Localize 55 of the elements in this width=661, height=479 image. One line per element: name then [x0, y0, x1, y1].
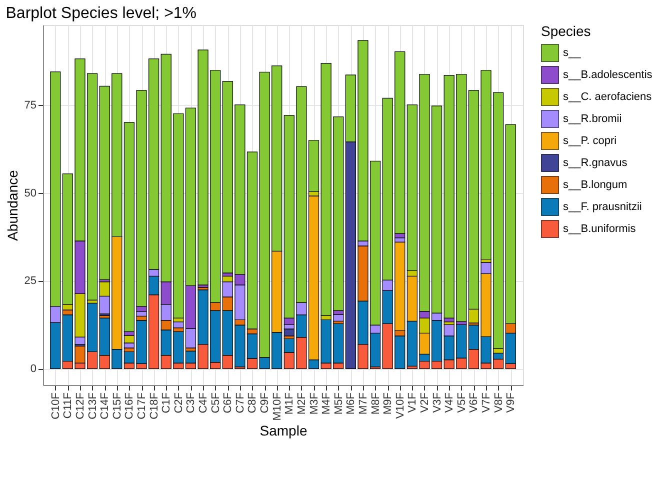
x-tick-label: C6F — [222, 392, 234, 414]
x-tick-label: C7F — [234, 392, 246, 414]
x-tick-label: M9F — [382, 392, 394, 414]
legend-label: s__ — [563, 47, 582, 59]
x-axis-title: Sample — [260, 422, 308, 439]
x-tick-label: C16F — [124, 392, 136, 420]
x-tick-label: M2F — [296, 392, 308, 414]
y-tick-label: 50 — [24, 187, 36, 200]
x-tick-label: C14F — [99, 392, 112, 420]
x-tick-label: V1F — [406, 392, 419, 413]
x-tick-label: C9F — [259, 392, 272, 414]
x-tick-label: C13F — [86, 392, 99, 420]
x-tick-label: C5F — [210, 392, 222, 414]
x-tick-label: V3F — [431, 392, 444, 413]
x-tick-label: V5F — [456, 392, 468, 413]
x-tick-label: C2F — [172, 392, 185, 414]
x-tick-label: M10F — [271, 392, 284, 421]
x-tick-label: V9F — [505, 392, 518, 413]
x-tick-label: M1F — [284, 392, 296, 414]
legend-title: Species — [541, 23, 591, 39]
x-tick-label: V10F — [394, 392, 406, 419]
x-tick-label: V8F — [492, 392, 505, 413]
x-tick-label: C10F — [50, 392, 62, 420]
legend-label: s__P. copri — [563, 135, 617, 147]
x-tick-label: V7F — [480, 392, 493, 413]
x-tick-label: M5F — [332, 392, 345, 414]
legend-label: s__B.uniformis — [563, 223, 636, 235]
legend-label: s__C. aerofaciens — [563, 91, 652, 103]
x-tick-label: V2F — [418, 392, 431, 413]
x-tick-label: C15F — [111, 392, 124, 420]
x-tick-label: C3F — [185, 392, 198, 414]
x-tick-label: C11F — [62, 392, 74, 419]
x-tick-label: C17F — [136, 392, 148, 420]
x-tick-label: M8F — [370, 392, 382, 414]
legend-label: s__R.bromii — [563, 113, 622, 125]
x-tick-label: M7F — [357, 392, 370, 414]
legend-label: s__B.adolescentis — [563, 69, 653, 81]
legend-label: s__B.longum — [563, 179, 628, 191]
legend-label: s__F. prausnitzii — [563, 201, 642, 213]
y-axis-title: Abundance — [4, 170, 20, 241]
x-tick-label: C8F — [246, 392, 259, 414]
y-tick-label: 75 — [24, 99, 36, 112]
x-tick-label: C4F — [198, 392, 210, 414]
x-tick-label: M3F — [308, 392, 320, 414]
y-tick-label: 0 — [30, 363, 36, 376]
x-tick-label: C1F — [160, 392, 173, 414]
y-tick-label: 25 — [24, 275, 36, 288]
x-tick-label: C12F — [74, 392, 86, 420]
x-tick-label: M6F — [345, 392, 358, 414]
x-tick-label: V6F — [468, 392, 480, 413]
x-tick-label: V4F — [444, 392, 456, 413]
chart-title: Barplot Species level; >1% — [6, 5, 197, 22]
legend-label: s__R.gnavus — [563, 157, 628, 169]
x-tick-label: M4F — [320, 392, 333, 414]
x-tick-label: C18F — [148, 392, 160, 420]
